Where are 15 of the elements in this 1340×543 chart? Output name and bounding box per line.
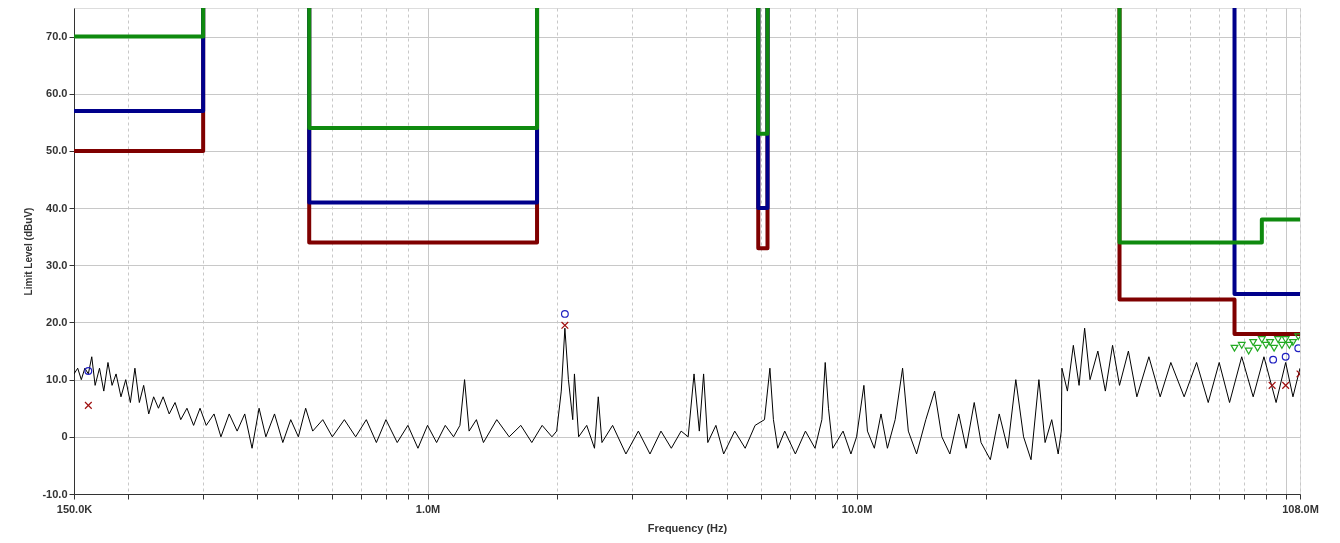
x-axis-title: Frequency (Hz) (647, 521, 728, 534)
x-tick-label: 108.0M (1282, 502, 1319, 515)
y-tick-label: 40.0 (46, 201, 68, 214)
y-tick-label: 20.0 (46, 315, 68, 328)
y-tick-label: 60.0 (46, 87, 68, 100)
y-tick-label: 10.0 (46, 373, 68, 386)
x-tick-label: 10.0M (841, 502, 873, 515)
x-tick-label: 150.0K (56, 502, 93, 515)
y-tick-label: 70.0 (46, 30, 68, 43)
y-tick-label: 30.0 (46, 258, 68, 271)
y-axis-title: Limit Level (dBuV) (23, 207, 35, 296)
x-tick-label: 1.0M (415, 502, 441, 515)
y-tick-label: 0 (61, 430, 68, 443)
y-tick-label: 50.0 (46, 144, 68, 157)
y-tick-label: -10.0 (42, 487, 68, 500)
